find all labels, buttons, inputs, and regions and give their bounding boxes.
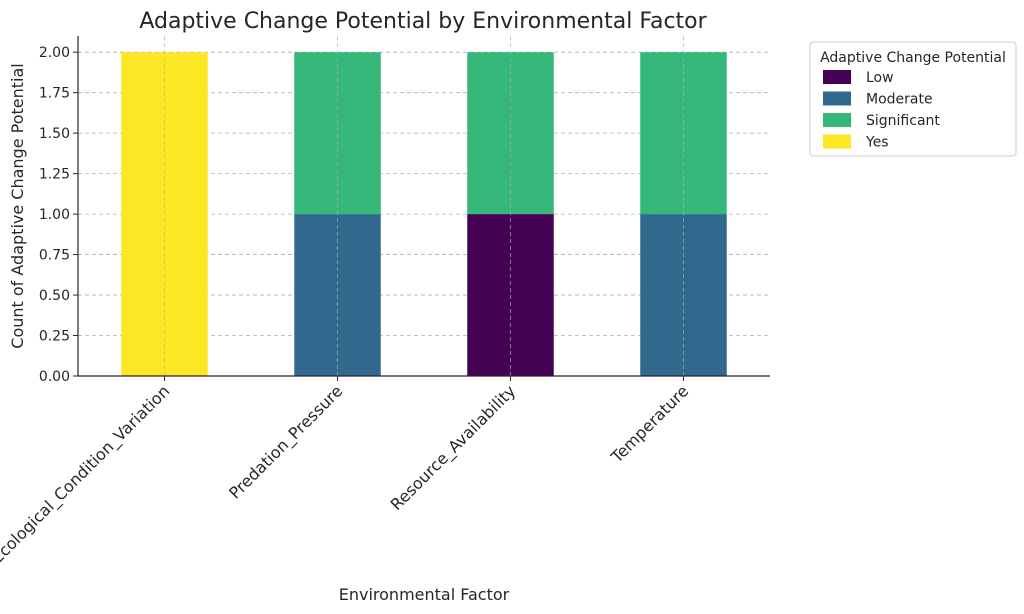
- x-tick-label: Resource_Availability: [387, 381, 520, 514]
- y-tick-label: 2.00: [39, 45, 70, 61]
- chart-title: Adaptive Change Potential by Environment…: [139, 9, 707, 34]
- legend-label: Significant: [866, 113, 940, 129]
- legend: Adaptive Change Potential Low Moderate Sig…: [809, 41, 1017, 157]
- y-tick-label: 1.50: [39, 126, 70, 142]
- legend-swatch-significant: [823, 113, 851, 127]
- legend-swatch-yes: [823, 134, 851, 149]
- y-tick-label: 0.00: [39, 369, 70, 385]
- legend-label: Moderate: [866, 92, 933, 108]
- y-ticks: 0.00 0.25 0.50 0.75 1.00 1.25 1.50 1.75 2.00: [39, 45, 78, 385]
- y-axis-label: Count of Adaptive Change Potential: [8, 63, 27, 348]
- legend-title: Adaptive Change Potential: [820, 50, 1006, 66]
- y-tick-label: 0.75: [39, 248, 70, 264]
- x-ticks: Ecological_Condition_Variation Predation_…: [0, 376, 692, 568]
- x-tick-label: Predation_Pressure: [225, 381, 347, 503]
- legend-swatch-low: [823, 70, 851, 84]
- bar-segment-significant: [467, 52, 554, 215]
- y-tick-label: 1.00: [39, 207, 70, 223]
- legend-frame: [809, 41, 1017, 157]
- legend-items: Low Moderate Significant Yes: [823, 70, 940, 151]
- x-tick-label: Ecological_Condition_Variation: [0, 381, 174, 568]
- legend-swatch-moderate: [823, 91, 851, 106]
- vertical-gridlines: [164, 36, 684, 376]
- bar-segment-significant: [640, 52, 727, 215]
- y-tick-label: 0.25: [39, 329, 70, 345]
- y-tick-label: 1.25: [39, 167, 70, 183]
- legend-label: Yes: [865, 135, 889, 151]
- x-tick-label: Temperature: [607, 381, 693, 467]
- legend-label: Low: [866, 70, 894, 86]
- y-tick-label: 0.50: [39, 288, 70, 304]
- bar-segment-significant: [294, 52, 381, 215]
- x-axis-label: Environmental Factor: [339, 585, 510, 604]
- y-tick-label: 1.75: [39, 86, 70, 102]
